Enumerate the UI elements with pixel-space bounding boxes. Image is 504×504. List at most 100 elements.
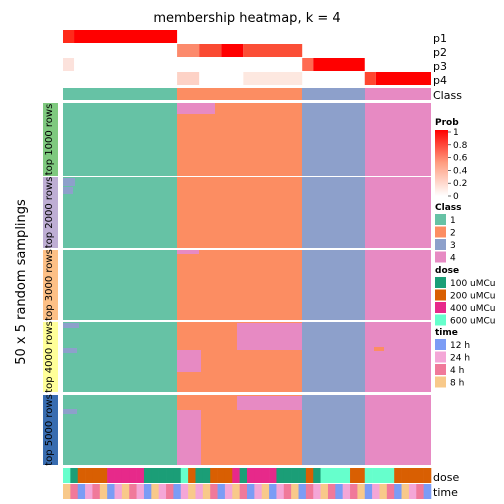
time-cell-10: [137, 484, 145, 499]
dose-cell-4: [92, 468, 100, 483]
heat-patch-3: [177, 250, 199, 254]
dose-cell-40: [357, 468, 365, 483]
heat-patch-4: [63, 323, 79, 328]
heat-patch-8: [374, 347, 384, 351]
time-swatch-1: [435, 352, 446, 363]
time-cell-13: [159, 484, 167, 499]
time-cell-16: [181, 484, 189, 499]
time-cell-34: [313, 484, 321, 499]
class-cell-1: [63, 88, 177, 100]
prob-cell-0: [63, 30, 74, 43]
time-label-3: 8 h: [450, 379, 464, 389]
dose-cell-46: [402, 468, 410, 483]
prob-cell-4: [221, 44, 243, 57]
heat-block-1-4: [365, 103, 431, 176]
prob-cell-6: [63, 58, 74, 71]
prob-tick-0: 1: [453, 128, 459, 138]
time-cell-38: [343, 484, 351, 499]
dose-cell-18: [195, 468, 203, 483]
dose-cell-11: [144, 468, 152, 483]
dose-label-3: 600 uMCu: [450, 317, 496, 327]
time-cell-46: [402, 484, 410, 499]
class-swatch-0: [435, 214, 446, 225]
dose-cell-10: [137, 468, 145, 483]
dose-cell-2: [78, 468, 86, 483]
heat-patch-7: [177, 350, 201, 372]
dose-label-2: 400 uMCu: [450, 304, 496, 314]
dose-cell-24: [240, 468, 248, 483]
dose-swatch-1: [435, 290, 446, 301]
dose-cell-1: [70, 468, 78, 483]
time-cell-21: [218, 484, 226, 499]
time-cell-20: [210, 484, 218, 499]
heat-patch-9: [63, 409, 77, 414]
time-cell-44: [387, 484, 395, 499]
time-cell-18: [195, 484, 203, 499]
time-cell-5: [100, 484, 108, 499]
time-cell-43: [379, 484, 387, 499]
heat-block-3-3: [302, 250, 365, 320]
time-cell-42: [372, 484, 380, 499]
heat-patch-2: [63, 187, 73, 194]
time-cell-22: [225, 484, 233, 499]
dose-swatch-3: [435, 315, 446, 326]
dose-cell-9: [129, 468, 137, 483]
heat-block-2-3: [302, 177, 365, 248]
p4-label: p4: [433, 74, 447, 87]
prob-cell-2: [177, 44, 199, 57]
dose-legend-title: dose: [435, 266, 459, 276]
class-cell-4: [365, 88, 431, 100]
class-legend-title: Class: [435, 203, 461, 213]
class-label-2: 3: [450, 241, 456, 251]
prob-cell-5: [243, 44, 302, 57]
dose-cell-30: [284, 468, 292, 483]
prob-cell-12: [376, 72, 431, 85]
time-cell-17: [188, 484, 196, 499]
dose-cell-13: [159, 468, 167, 483]
time-swatch-2: [435, 364, 446, 375]
prob-cell-9: [177, 72, 199, 85]
class-swatch-3: [435, 252, 446, 263]
p3-label: p3: [433, 60, 447, 73]
heat-patch-1: [63, 178, 75, 186]
row-group-label-4: top 4000 rows: [44, 321, 55, 393]
prob-cell-3: [199, 44, 221, 57]
dose-cell-45: [394, 468, 402, 483]
time-cell-33: [306, 484, 314, 499]
prob-cell-11: [365, 72, 376, 85]
time-cell-36: [328, 484, 336, 499]
dose-cell-0: [63, 468, 71, 483]
prob-tick-5: 0: [453, 192, 459, 202]
time-cell-0: [63, 484, 71, 499]
dose-cell-15: [173, 468, 181, 483]
dose-cell-33: [306, 468, 314, 483]
dose-cell-41: [365, 468, 373, 483]
prob-tick-2: 0.6: [453, 154, 468, 164]
prob-cell-7: [302, 58, 313, 71]
dose-legend: 100 uMCu 200 uMCu 400 uMCu 600 uMCu: [435, 277, 496, 327]
time-cell-8: [122, 484, 130, 499]
time-cell-37: [335, 484, 343, 499]
prob-cell-1: [74, 30, 177, 43]
heat-block-1-1: [63, 103, 177, 176]
heatmap-body: [63, 103, 431, 465]
dose-cell-35: [321, 468, 329, 483]
dose-cell-34: [313, 468, 321, 483]
class-swatch-1: [435, 227, 446, 238]
heat-block-2-4: [365, 177, 431, 248]
dose-cell-27: [262, 468, 270, 483]
dose-cell-19: [203, 468, 211, 483]
heat-patch-6: [237, 323, 302, 350]
class-row-label: Class: [433, 89, 462, 102]
dose-cell-3: [85, 468, 93, 483]
time-cell-4: [92, 484, 100, 499]
dose-cell-23: [232, 468, 240, 483]
time-cell-27: [262, 484, 270, 499]
time-cell-1: [70, 484, 78, 499]
class-legend: 1 2 3 4: [435, 214, 456, 264]
dose-cell-42: [372, 468, 380, 483]
dose-cell-8: [122, 468, 130, 483]
time-cell-45: [394, 484, 402, 499]
class-label-0: 1: [450, 216, 456, 226]
